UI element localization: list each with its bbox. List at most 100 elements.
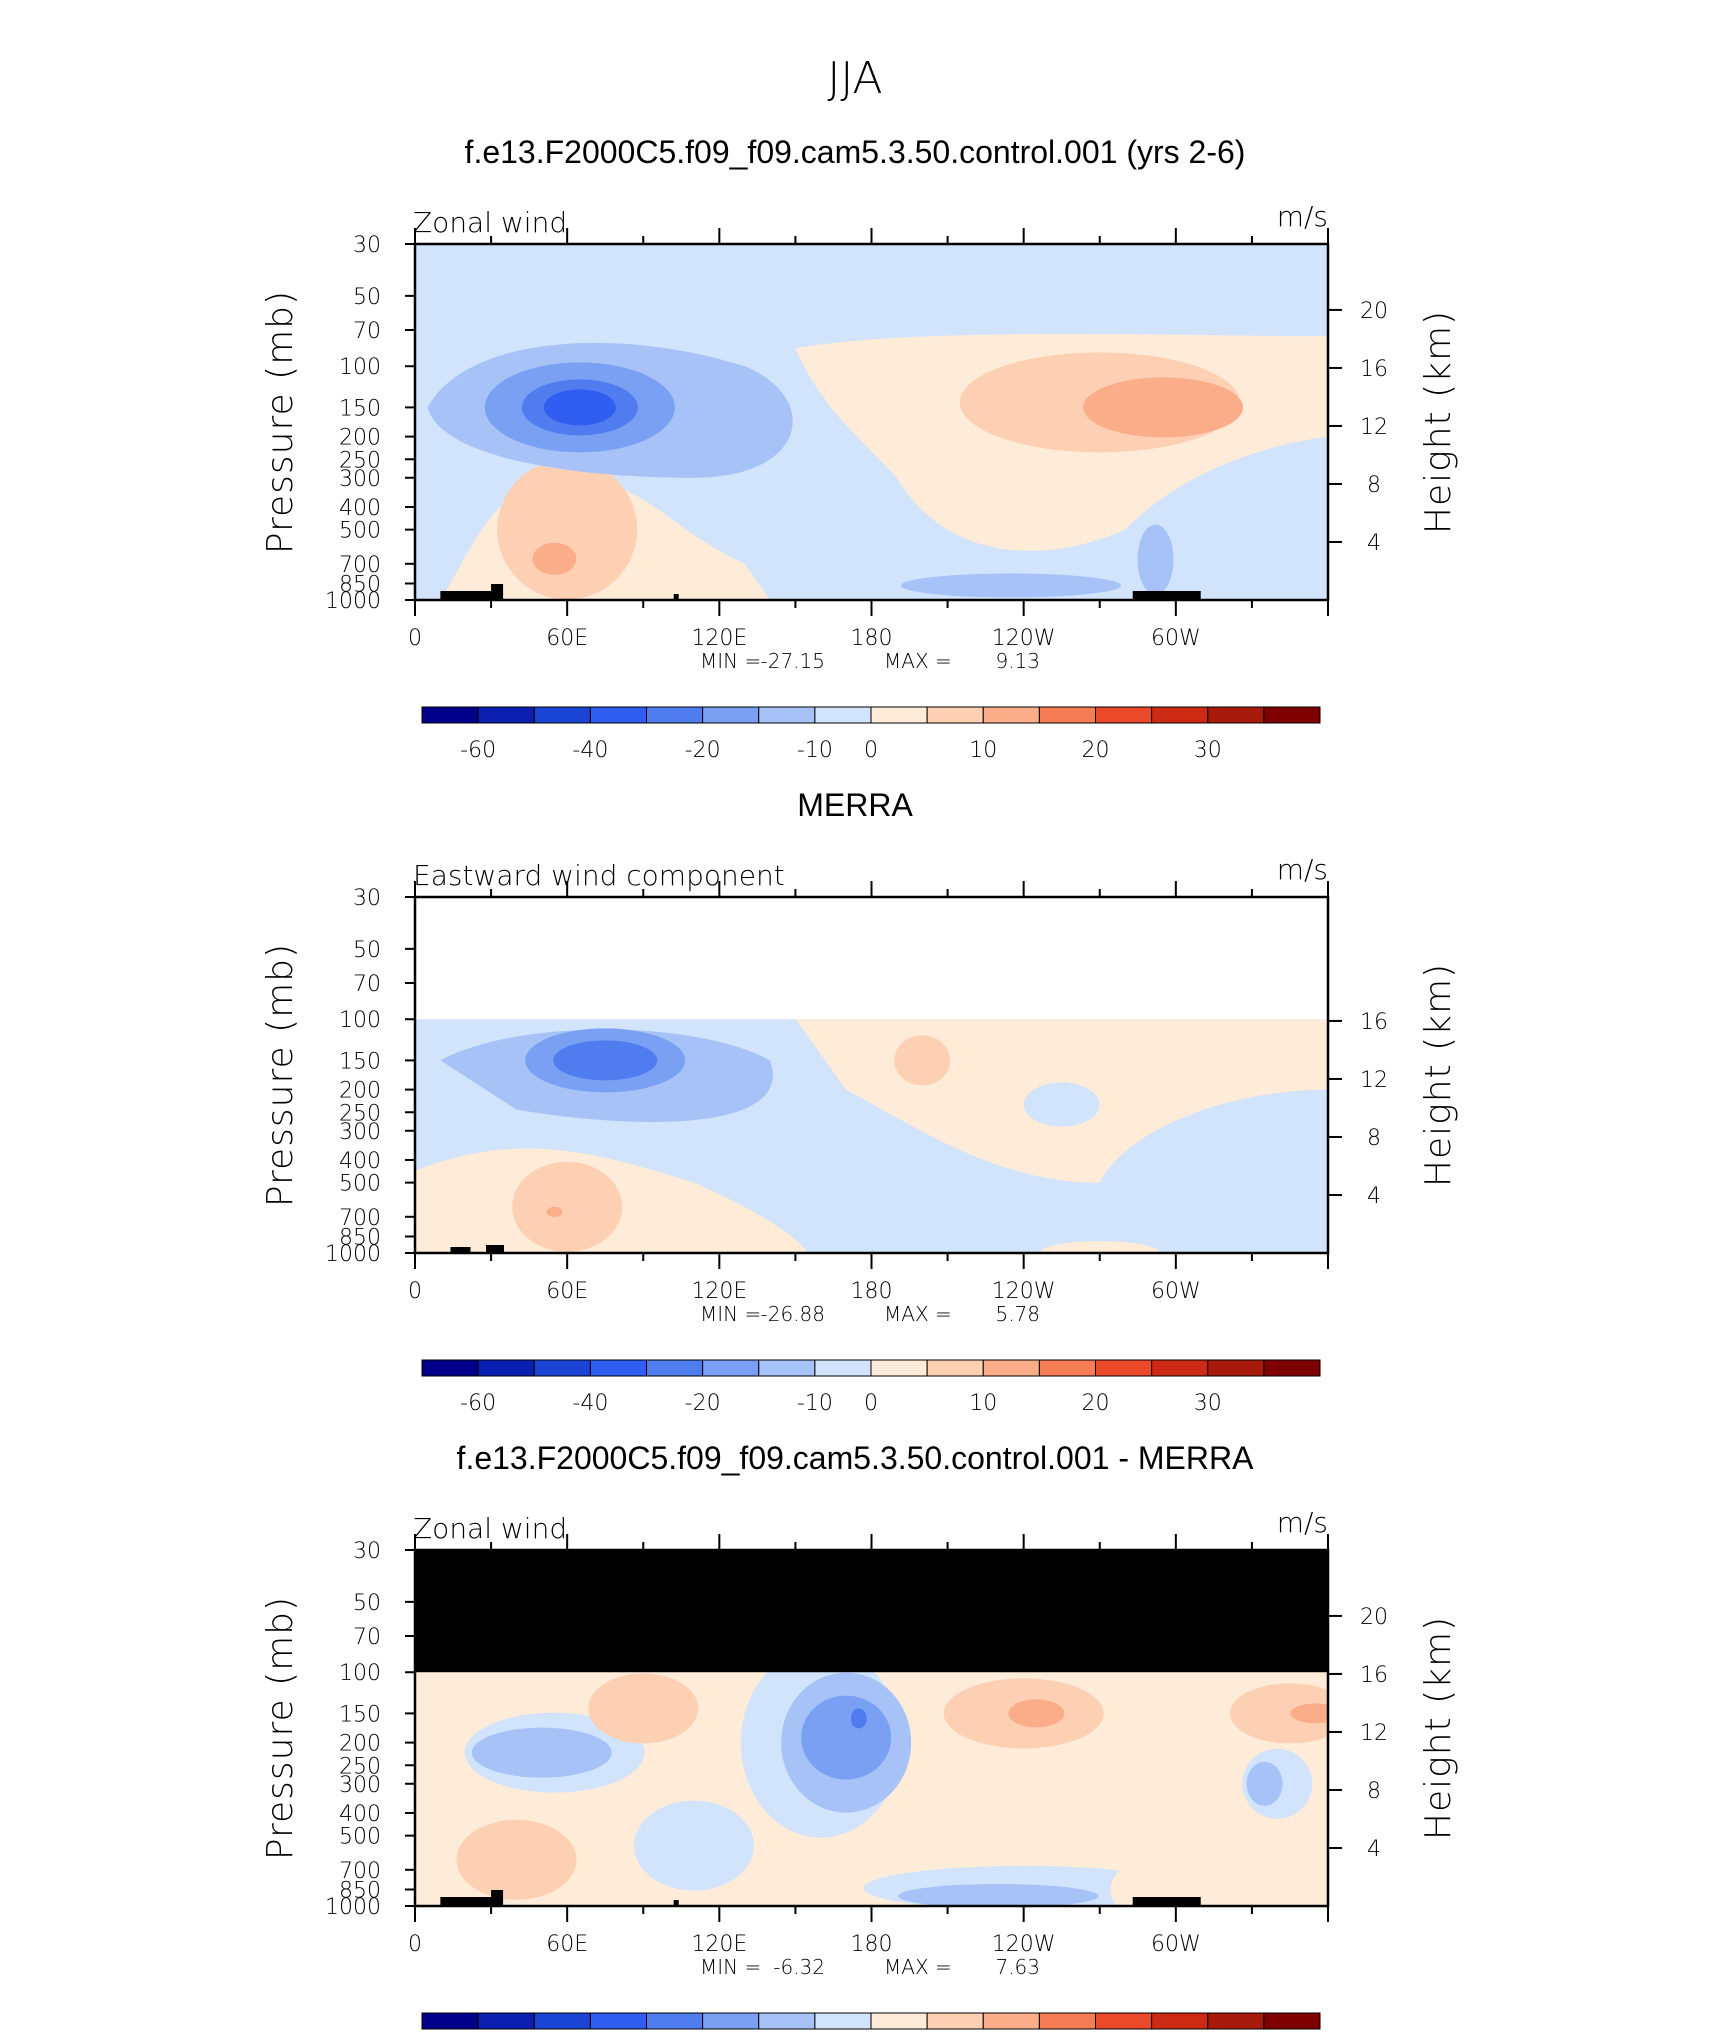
positive-region — [1110, 1859, 1191, 1906]
x-tick-label: 180 — [851, 1279, 893, 1304]
y-tick-label: 400 — [339, 496, 381, 521]
colorbar-tick-label: 10 — [969, 1391, 997, 1416]
max-value: 5.78 — [995, 1302, 1040, 1326]
colorbar-tick-label: -20 — [685, 1391, 721, 1416]
contour-field — [415, 1647, 1328, 1906]
colorbar-box — [702, 706, 760, 724]
colorbar-box — [1263, 2012, 1321, 2030]
colorbar-box — [533, 2012, 591, 2030]
max-label: MAX = — [884, 1955, 952, 1979]
colorbar-box — [589, 706, 647, 724]
y-tick-label: 300 — [339, 1773, 381, 1798]
units-label: m/s — [1277, 200, 1328, 233]
colorbar-tick-label: 20 — [1082, 738, 1110, 763]
y-tick-label: 150 — [339, 1049, 381, 1074]
panel-title: f.e13.F2000C5.f09_f09.cam5.3.50.control.… — [457, 1440, 1255, 1476]
y-tick-label: 100 — [339, 1661, 381, 1686]
height-tick-label: 4 — [1367, 1837, 1381, 1862]
y-axis-label: Pressure (mb) — [260, 290, 301, 554]
negative-region — [900, 573, 1121, 598]
y-tick-label: 250 — [339, 1101, 381, 1126]
max-value: 9.13 — [995, 649, 1040, 673]
x-tick-label: 0 — [408, 1279, 422, 1304]
background-level — [1023, 1082, 1100, 1127]
min-value: -27.15 — [761, 649, 825, 673]
colorbar-box — [646, 706, 704, 724]
y-tick-label: 100 — [339, 355, 381, 380]
contour-field — [415, 1019, 1328, 1253]
y-tick-label: 700 — [339, 1206, 381, 1231]
panel-1: f.e13.F2000C5.f09_f09.cam5.3.50.control.… — [260, 134, 1459, 763]
colorbar-box — [1095, 1359, 1153, 1377]
x-tick-label: 60W — [1151, 1279, 1201, 1304]
y-tick-label: 50 — [353, 1591, 381, 1616]
colorbar-box — [814, 2012, 872, 2030]
variable-label: Eastward wind component — [413, 859, 785, 892]
height-tick-label: 12 — [1360, 415, 1388, 440]
colorbar-box — [870, 706, 928, 724]
colorbar-box — [421, 2012, 479, 2030]
colorbar-box — [477, 2012, 535, 2030]
y-tick-label: 100 — [339, 1008, 381, 1033]
min-label: MIN = — [700, 1302, 761, 1326]
colorbar-box — [870, 1359, 928, 1377]
colorbar-box — [702, 1359, 760, 1377]
figure-title: JJA — [827, 53, 882, 104]
x-tick-label: 120E — [691, 626, 747, 651]
y-tick-label: 400 — [339, 1802, 381, 1827]
negative-region — [1137, 524, 1174, 595]
colorbar-box — [758, 2012, 816, 2030]
positive-core — [497, 459, 638, 600]
colorbar-tick-label: -60 — [460, 1391, 496, 1416]
y-tick-label: 1000 — [325, 1895, 381, 1920]
height-tick-label: 20 — [1360, 299, 1388, 324]
y-tick-label: 30 — [353, 233, 381, 258]
colorbar-box — [1038, 706, 1096, 724]
y-tick-label: 30 — [353, 1539, 381, 1564]
y-tick-label: 300 — [339, 1120, 381, 1145]
positive-core — [1008, 1699, 1065, 1728]
x-tick-label: 120W — [992, 1279, 1056, 1304]
colorbar-box — [421, 706, 479, 724]
colorbar-tick-label: -10 — [797, 1391, 833, 1416]
positive-region — [588, 1673, 699, 1744]
near-zero-region — [633, 1800, 754, 1891]
height-tick-label: 12 — [1360, 1721, 1388, 1746]
topography-bump — [440, 591, 501, 600]
x-tick-label: 60W — [1151, 1932, 1201, 1957]
colorbar-box — [982, 1359, 1040, 1377]
x-tick-label: 60W — [1151, 626, 1201, 651]
y-tick-label: 500 — [339, 1825, 381, 1850]
positive-core — [512, 1161, 623, 1252]
topography-bump — [673, 1900, 679, 1906]
y-tick-label: 70 — [353, 319, 381, 344]
colorbar-box — [982, 2012, 1040, 2030]
colorbar-box — [1151, 2012, 1209, 2030]
colorbar-box — [477, 706, 535, 724]
topography-bump — [491, 1890, 504, 1906]
topography-bump — [491, 584, 504, 600]
panel-title: MERRA — [797, 787, 913, 823]
y-tick-label: 250 — [339, 448, 381, 473]
colorbar-tick-label: -10 — [797, 738, 833, 763]
colorbar-box — [1038, 1359, 1096, 1377]
colorbar-tick-label: -60 — [460, 738, 496, 763]
topography-bump — [673, 594, 679, 600]
x-tick-label: 120E — [691, 1932, 747, 1957]
topography — [450, 1245, 505, 1253]
x-tick-label: 60E — [546, 1932, 588, 1957]
max-label: MAX = — [884, 1302, 952, 1326]
topography-bump — [440, 1897, 501, 1906]
colorbar-box — [477, 1359, 535, 1377]
y-tick-label: 250 — [339, 1754, 381, 1779]
colorbar-box — [1207, 706, 1265, 724]
y-tick-label: 1000 — [325, 1242, 381, 1267]
min-value: -6.32 — [773, 1955, 825, 1979]
colorbar-box — [1095, 706, 1153, 724]
units-label: m/s — [1277, 853, 1328, 886]
positive-region — [456, 1819, 577, 1900]
colorbar-box — [1263, 1359, 1321, 1377]
max-label: MAX = — [884, 649, 952, 673]
y-axis-label: Pressure (mb) — [260, 1596, 301, 1860]
